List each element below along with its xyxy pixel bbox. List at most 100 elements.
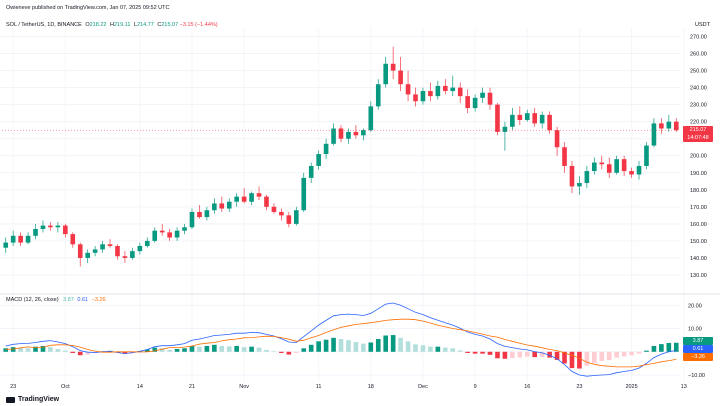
candle-body bbox=[137, 246, 143, 252]
candle-body bbox=[264, 196, 269, 207]
candle-body bbox=[308, 165, 314, 178]
macd-hist-bar bbox=[606, 351, 612, 361]
candle-body bbox=[599, 162, 605, 165]
tradingview-brand[interactable]: TradingView bbox=[6, 396, 59, 403]
brand-name: TradingView bbox=[18, 396, 60, 403]
candle-body bbox=[390, 63, 396, 71]
candle-body bbox=[621, 159, 627, 172]
candle-body bbox=[629, 171, 634, 175]
candle-body bbox=[510, 114, 515, 127]
symbol-name[interactable]: SOL / TetherUS, 1D, BINANCE bbox=[6, 22, 82, 28]
macd-hist-bar bbox=[167, 349, 172, 352]
macd-hist-bar bbox=[48, 347, 53, 352]
candle-body bbox=[122, 256, 128, 258]
macd-hist-bar bbox=[346, 340, 351, 352]
macd-hist-bar bbox=[361, 343, 366, 352]
candle-body bbox=[368, 106, 374, 131]
macd-hist-bar bbox=[331, 337, 336, 352]
candle-body bbox=[219, 203, 225, 209]
candle-body bbox=[577, 182, 582, 187]
macd-hist-bar bbox=[614, 351, 619, 358]
candle-body bbox=[569, 165, 575, 187]
candle-body bbox=[539, 114, 545, 124]
candle-body bbox=[375, 84, 381, 107]
candle-body bbox=[592, 162, 597, 172]
time-axis-tick: 16 bbox=[524, 384, 530, 390]
candle-body bbox=[182, 227, 187, 231]
tradingview-logo-icon bbox=[6, 396, 15, 403]
candle-body bbox=[457, 87, 463, 97]
candle-body bbox=[450, 87, 456, 92]
price-axis-tick: 190.00 bbox=[690, 171, 707, 177]
candle-body bbox=[144, 240, 150, 247]
candle-body bbox=[614, 159, 619, 173]
macd-legend: MACD (12, 26, close) 3.87 0.61 −3.26 bbox=[6, 297, 106, 303]
change-value: −3.15 (−1.44%) bbox=[179, 22, 218, 28]
candle-body bbox=[48, 225, 53, 228]
candle-body bbox=[606, 164, 612, 173]
macd-hist-bar bbox=[398, 337, 403, 352]
macd-hist-bar bbox=[517, 351, 523, 358]
price-axis-tick: 250.00 bbox=[690, 69, 707, 75]
macd-signal-value: −3.26 bbox=[91, 297, 106, 303]
macd-hist-bar bbox=[323, 339, 329, 352]
candle-body bbox=[383, 63, 389, 85]
macd-hist-bar bbox=[457, 350, 463, 352]
publisher-line: Owieneve published on TradingView.com, J… bbox=[6, 5, 170, 11]
time-axis-tick: Dec bbox=[418, 384, 428, 390]
macd-hist-bar bbox=[33, 346, 38, 352]
price-axis-tick: 260.00 bbox=[690, 52, 707, 58]
macd-hist-bar bbox=[592, 351, 597, 363]
high-value: 219.11 bbox=[113, 22, 131, 28]
candle-body bbox=[189, 211, 195, 228]
macd-hist-bar bbox=[234, 345, 240, 352]
candle-body bbox=[25, 235, 31, 243]
macd-title[interactable]: MACD (12, 26, close) bbox=[6, 297, 59, 303]
candle-body bbox=[204, 210, 210, 218]
candle-body bbox=[532, 113, 538, 124]
candle-body bbox=[70, 234, 76, 245]
candle-body bbox=[256, 193, 262, 197]
macd-hist-bar bbox=[25, 348, 31, 352]
time-axis-tick: 21 bbox=[189, 384, 195, 390]
candle-body bbox=[212, 203, 217, 211]
candle-body bbox=[651, 123, 657, 146]
macd-hist-bar bbox=[3, 348, 9, 352]
macd-hist-bar bbox=[368, 342, 374, 352]
candle-body bbox=[40, 225, 46, 229]
macd-hist-bar bbox=[390, 335, 396, 352]
macd-hist-bar bbox=[495, 351, 500, 359]
macd-hist-bar bbox=[472, 351, 478, 354]
macd-hist-bar bbox=[316, 341, 321, 352]
candle-body bbox=[18, 235, 23, 243]
time-axis-tick: 2025 bbox=[625, 384, 637, 390]
candle-body bbox=[346, 131, 351, 139]
candle-body bbox=[428, 91, 433, 97]
macd-hist-bar bbox=[219, 345, 225, 352]
macd-hist-bar bbox=[174, 348, 180, 352]
macd-hist-bar bbox=[629, 351, 634, 356]
macd-hist-bar bbox=[547, 351, 552, 358]
macd-hist-bar bbox=[532, 351, 538, 358]
candle-body bbox=[241, 196, 247, 202]
macd-hist-bar bbox=[465, 351, 470, 353]
candle-body bbox=[271, 206, 277, 212]
macd-hist-bar bbox=[405, 341, 411, 352]
candle-body bbox=[234, 196, 240, 202]
macd-axis-tick: 10.00 bbox=[688, 327, 702, 333]
symbol-info: SOL / TetherUS, 1D, BINANCE O218.22 H219… bbox=[6, 22, 218, 28]
candle-body bbox=[92, 249, 98, 253]
price-axis-tick: 230.00 bbox=[690, 103, 707, 109]
macd-hist-bar bbox=[182, 348, 187, 352]
candle-body bbox=[547, 114, 552, 131]
macd-axis-tick: 20.00 bbox=[688, 303, 702, 309]
open-label: O bbox=[85, 22, 90, 28]
macd-hist-bar bbox=[621, 351, 627, 357]
candle-body bbox=[323, 143, 329, 155]
candle-body bbox=[659, 123, 664, 129]
candle-body bbox=[10, 235, 16, 243]
macd-hist-bar bbox=[420, 345, 426, 352]
macd-hist-bar bbox=[554, 351, 560, 360]
macd-hist-bar bbox=[10, 347, 16, 352]
